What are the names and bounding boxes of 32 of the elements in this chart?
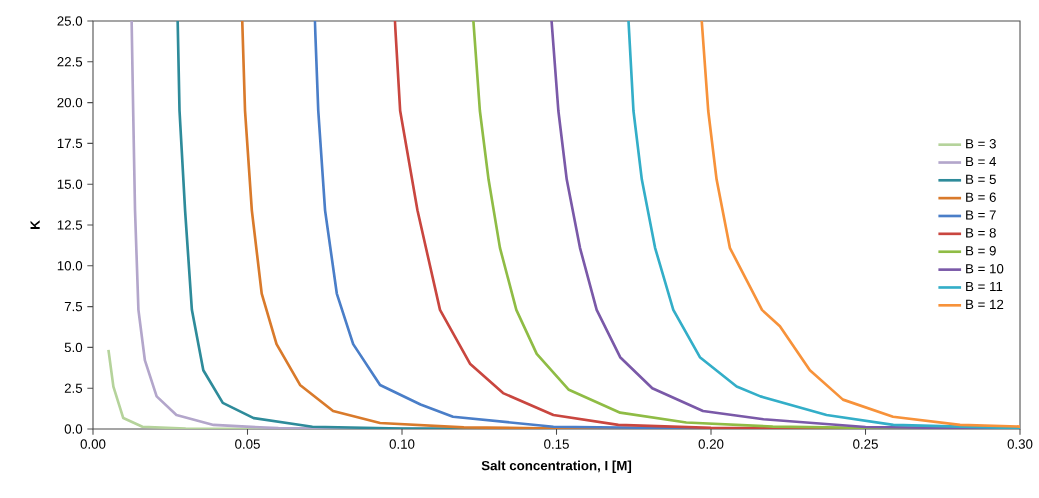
legend-label: B = 8 [966, 228, 996, 238]
x-tick-label: 0.05 [235, 439, 260, 449]
x-axis-title: Salt concentration, I [M] [481, 460, 632, 473]
y-tick-label: 17.5 [57, 138, 83, 149]
legend-label: B = 10 [966, 264, 1004, 274]
legend-label: B = 3 [966, 139, 996, 149]
y-axis-title: K [30, 220, 40, 229]
y-tick-label: 10.0 [57, 261, 83, 271]
legend-label: B = 4 [966, 156, 997, 167]
x-tick-label: 0.00 [80, 439, 106, 449]
y-tick-label: 25.0 [57, 16, 83, 26]
y-tick-label: 2.5 [64, 383, 83, 393]
y-tick-label: 20.0 [57, 97, 83, 108]
legend-label: B = 11 [966, 281, 1003, 292]
y-tick-label: 0.0 [64, 424, 83, 434]
line-series [627, 21, 1021, 429]
legend-label: B = 9 [966, 246, 996, 256]
line-series [700, 21, 1021, 428]
legend-label: B = 5 [966, 174, 996, 184]
legend-label: B = 7 [966, 210, 996, 220]
legend-label: B = 12 [966, 299, 1004, 309]
x-tick-label: 0.25 [853, 439, 878, 449]
legend-label: B = 6 [966, 192, 996, 202]
x-tick-label: 0.30 [1007, 439, 1033, 449]
x-tick-label: 0.15 [544, 439, 569, 449]
y-tick-label: 15.0 [57, 179, 83, 189]
y-tick-label: 22.5 [57, 57, 83, 67]
y-tick-label: 5.0 [64, 342, 83, 353]
y-tick-label: 12.5 [57, 220, 83, 230]
x-tick-label: 0.20 [698, 439, 724, 449]
y-tick-label: 7.5 [64, 301, 83, 312]
x-tick-label: 0.10 [389, 439, 415, 449]
